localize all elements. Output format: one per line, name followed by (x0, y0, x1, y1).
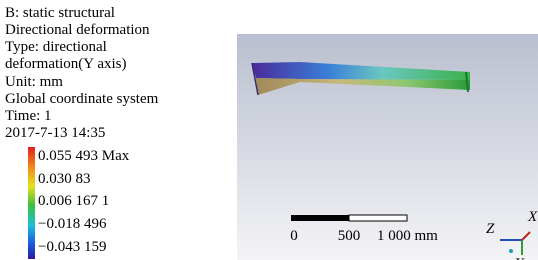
color-bar (28, 147, 35, 259)
info-line: Global coordinate system (5, 91, 159, 107)
info-line: Directional deformation (5, 22, 150, 38)
scale-label: 0 (290, 228, 298, 244)
axis-label: X (527, 209, 538, 225)
info-line: deformation(Y axis) (5, 56, 127, 72)
info-line: B: static structural (5, 5, 115, 21)
axis-label: Z (486, 221, 495, 237)
legend-label: 0.006 167 1 (38, 193, 109, 209)
figure: B: static structural Directional deforma… (0, 0, 538, 260)
info-line: Type: directional (5, 39, 107, 55)
info-line: Time: 1 (5, 108, 52, 124)
legend: 0.055 493 Max 0.030 83 0.006 167 1 −0.01… (38, 148, 130, 255)
legend-label: 0.030 83 (38, 171, 91, 187)
scale-label: 1 000 mm (377, 228, 438, 244)
info-block: B: static structural Directional deforma… (5, 5, 159, 141)
legend-label: −0.043 159 (38, 239, 106, 255)
legend-label: −0.018 496 (38, 216, 107, 232)
info-line: 2017-7-13 14:35 (5, 125, 105, 141)
scale-label: 500 (338, 228, 361, 244)
info-line: Unit: mm (5, 74, 63, 90)
legend-label: 0.055 493 Max (38, 148, 130, 164)
